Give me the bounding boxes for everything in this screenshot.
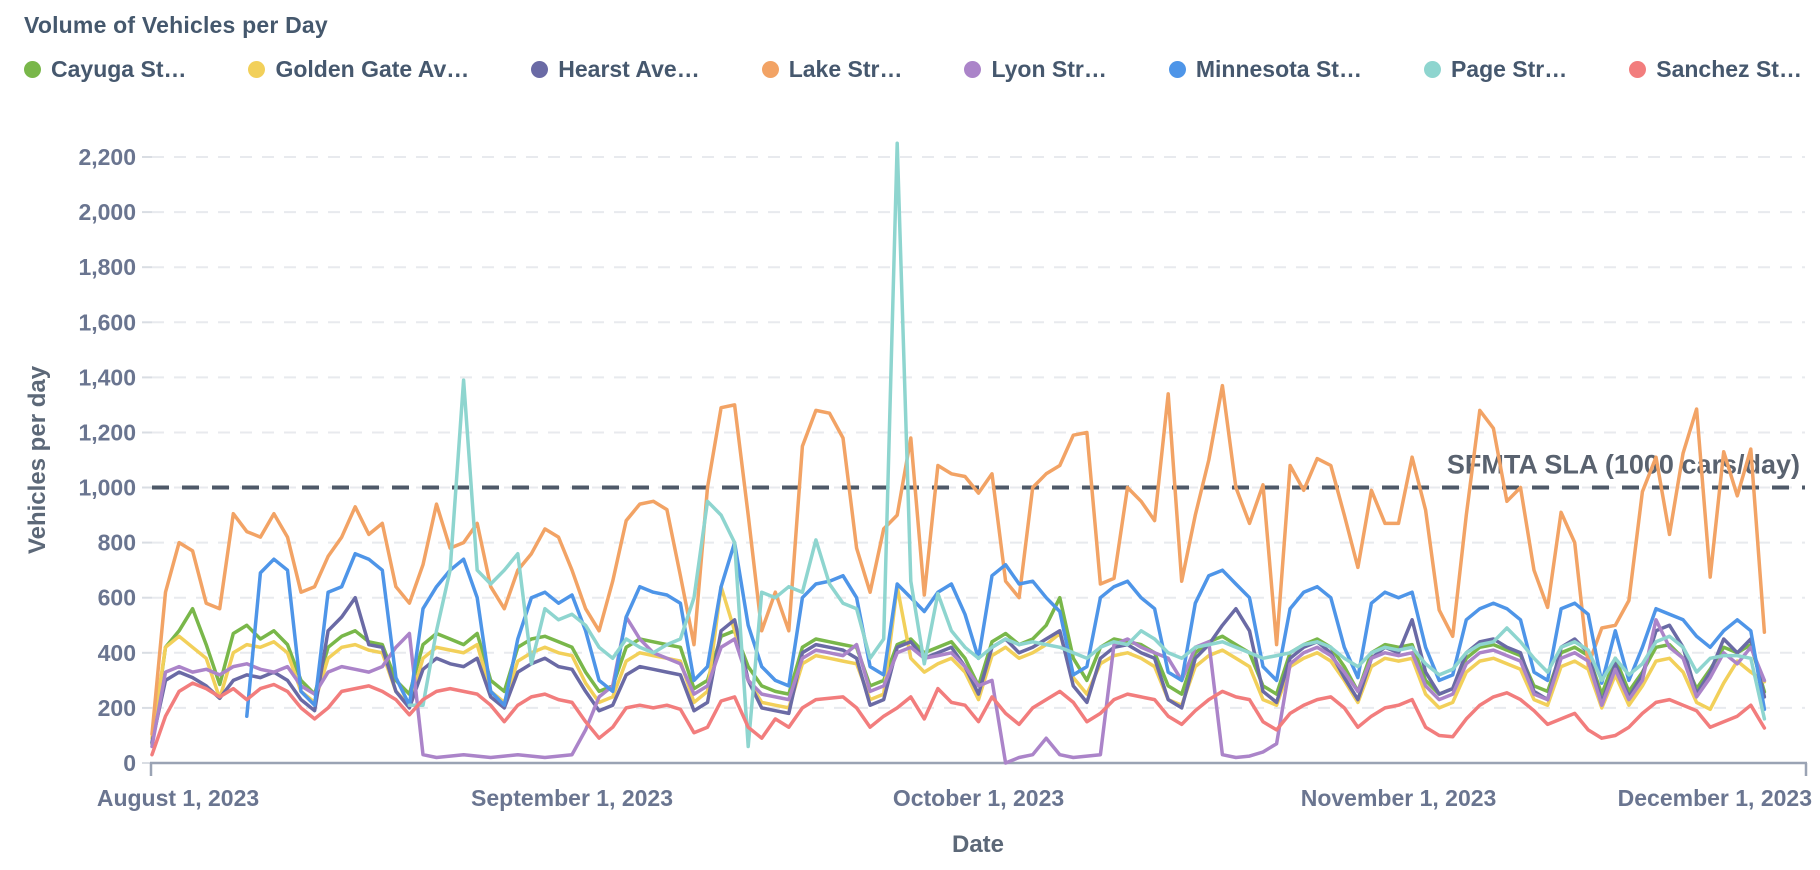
y-tick-label: 400 [98, 640, 136, 666]
legend-dot-icon [761, 60, 779, 78]
legend-item-golden-gate-av[interactable]: Golden Gate Av… [248, 56, 469, 83]
sla-label: SFMTA SLA (1000 cars/day) [1447, 450, 1800, 480]
legend-dot-icon [1423, 60, 1441, 78]
legend-dot-icon [24, 60, 41, 78]
legend-dot-icon [964, 60, 982, 78]
y-axis-title: Vehicles per day [24, 365, 51, 555]
series-lines [150, 141, 1767, 765]
x-axis: August 1, 2023 September 1, 2023 October 1… [97, 761, 1812, 811]
x-tick-label: December 1, 2023 [1618, 785, 1812, 811]
y-tick-label: 2,200 [78, 144, 136, 170]
legend-label: Page Str… [1450, 55, 1568, 82]
legend-label: Cayuga St… [51, 55, 187, 82]
x-tick-label: October 1, 2023 [893, 785, 1064, 811]
x-tick-label: September 1, 2023 [471, 785, 673, 811]
legend-dot-icon [1629, 60, 1647, 78]
y-tick-label: 600 [98, 585, 136, 611]
legend-item-page-str[interactable]: Page Str… [1423, 55, 1568, 83]
y-tick-label: 800 [98, 530, 136, 556]
y-tick-label: 2,000 [78, 199, 136, 225]
y-tick-label: 0 [123, 750, 136, 776]
y-tick-label: 1,200 [78, 420, 136, 446]
chart-title: Volume of Vehicles per Day [24, 12, 328, 38]
legend-label: Golden Gate Av… [275, 55, 470, 82]
y-tick-label: 1,600 [78, 309, 136, 335]
series-line-cayuga-st [150, 595, 1767, 746]
x-tick-label: November 1, 2023 [1301, 785, 1497, 811]
y-tick-label: 200 [98, 695, 136, 721]
legend-dot-icon [1168, 60, 1186, 78]
legend-label: Sanchez St… [1656, 55, 1802, 82]
series-line-sanchez-st [150, 681, 1767, 757]
y-tick-label: 1,000 [78, 475, 136, 501]
chart-legend: Cayuga St… Golden Gate Av… Hearst Ave… Lake… [24, 52, 1802, 86]
series-line-minnesota-st [245, 540, 1767, 718]
legend-item-hearst-ave[interactable]: Hearst Ave… [531, 55, 700, 83]
x-axis-title: Date [951, 831, 1005, 858]
series-line-lake-str [150, 383, 1767, 736]
legend-label: Lake Str… [788, 55, 903, 82]
y-tick-label: 1,800 [78, 254, 136, 280]
legend-label: Hearst Ave… [558, 55, 700, 82]
legend-item-cayuga-st[interactable]: Cayuga St… [24, 56, 186, 83]
y-tick-label: 1,400 [78, 364, 136, 390]
legend-dot-icon [531, 60, 549, 78]
legend-item-lake-str[interactable]: Lake Str… [761, 55, 903, 83]
legend-item-lyon-str[interactable]: Lyon Str… [964, 55, 1107, 83]
legend-label: Lyon Str… [991, 55, 1107, 82]
legend-dot-icon [248, 60, 266, 78]
series-line-page-str [407, 141, 1767, 749]
x-tick-label: August 1, 2023 [97, 785, 259, 811]
legend-item-minnesota-st[interactable]: Minnesota St… [1168, 55, 1362, 83]
sla-annotation: SFMTA SLA (1000 cars/day) [152, 450, 1805, 490]
series-line-lyon-str [150, 615, 1767, 765]
legend-item-sanchez-st[interactable]: Sanchez St… [1629, 56, 1802, 83]
legend-label: Minnesota St… [1195, 55, 1362, 82]
series-line-golden-gate-av [150, 584, 1767, 740]
